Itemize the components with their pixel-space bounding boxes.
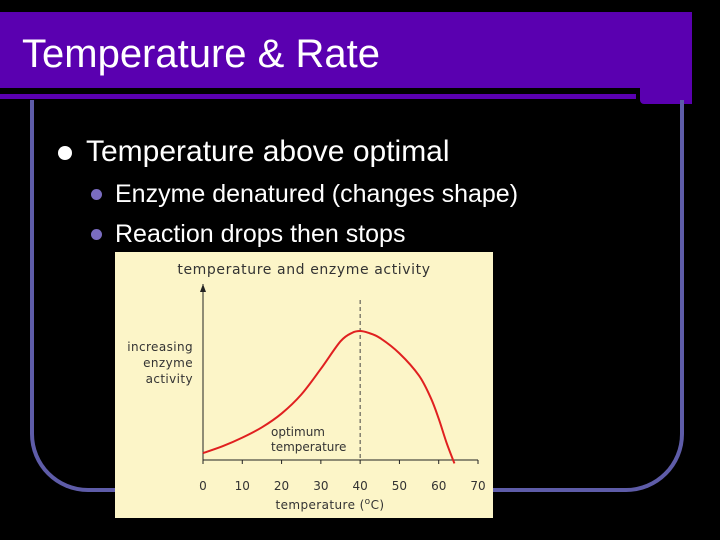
x-tick-label: 0 [199, 479, 207, 493]
slide-title: Temperature & Rate [22, 32, 380, 76]
y-axis-label: increasing [127, 340, 193, 354]
chart-canvas: temperature and enzyme activity increasin… [127, 262, 485, 512]
bullet-text: Temperature above optimal [86, 135, 450, 168]
sub-bullet-text: Enzyme denatured (changes shape) [115, 180, 519, 208]
title-band [0, 12, 692, 88]
enzyme-activity-curve [202, 329, 456, 464]
sub-bullet-dot [91, 189, 102, 200]
sub-bullet-text: Reaction drops then stops [115, 220, 406, 248]
x-tick-label: 50 [392, 479, 407, 493]
x-tick-label: 20 [274, 479, 289, 493]
optimum-annotation: temperature [271, 440, 346, 454]
x-tick-label: 70 [470, 479, 485, 493]
title-underline [0, 94, 636, 99]
bullet-dot [58, 146, 72, 160]
y-axis-label: enzyme [143, 356, 193, 370]
y-axis-arrow [200, 284, 206, 292]
x-tick-label: 10 [235, 479, 250, 493]
x-tick-label: 40 [353, 479, 368, 493]
x-axis-label: temperature (oC) [276, 497, 385, 512]
y-axis-label: activity [146, 372, 193, 386]
sub-bullet-dot [91, 229, 102, 240]
chart-title: temperature and enzyme activity [177, 262, 430, 278]
title-band-corner [640, 12, 692, 104]
optimum-annotation: optimum [271, 425, 325, 439]
enzyme-activity-chart: temperature and enzyme activity increasin… [115, 252, 493, 518]
x-tick-label: 60 [431, 479, 446, 493]
x-tick-label: 30 [313, 479, 328, 493]
